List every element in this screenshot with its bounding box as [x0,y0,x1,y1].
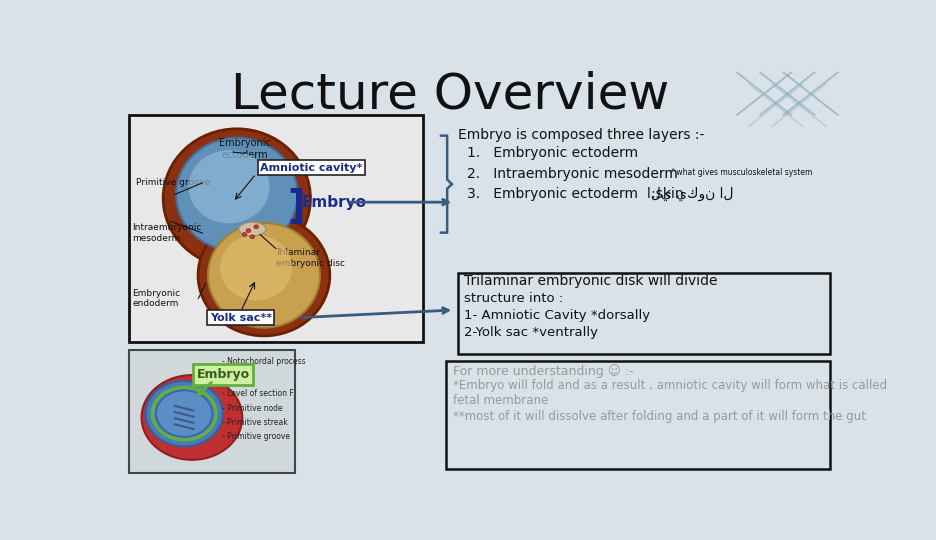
Text: For more understanding ☺ :-: For more understanding ☺ :- [453,364,633,378]
Text: - Notochordal process: - Notochordal process [222,356,305,366]
Ellipse shape [176,138,298,251]
Bar [458,273,830,354]
Text: Embryo: Embryo [301,194,366,210]
Text: Trilaminar
embryonic disc: Trilaminar embryonic disc [275,248,344,268]
Text: fetal membrane: fetal membrane [453,394,548,407]
Text: **most of it will dissolve after folding and a part of it will form the gut: **most of it will dissolve after folding… [453,410,866,423]
Text: 1- Amniotic Cavity *dorsally: 1- Amniotic Cavity *dorsally [464,309,651,322]
Text: ^what gives musculoskeletal system: ^what gives musculoskeletal system [670,168,812,177]
Text: - Primitive streak: - Primitive streak [222,418,287,427]
Text: Embryonic
ectoderm: Embryonic ectoderm [219,138,271,159]
Bar [128,350,295,473]
Text: - Primitive node: - Primitive node [222,404,283,413]
Ellipse shape [163,129,311,268]
Ellipse shape [141,375,242,460]
Text: 3.   Embryonic ectoderm   :skin: 3. Embryonic ectoderm :skin [467,187,688,201]
Text: 2-Yolk sac *ventrally: 2-Yolk sac *ventrally [464,326,598,339]
Text: Intraembryonic
mesoderm: Intraembryonic mesoderm [133,223,202,242]
Text: Amniotic cavity*: Amniotic cavity* [260,163,362,172]
Ellipse shape [145,381,223,447]
Ellipse shape [239,222,266,236]
Text: Trilaminar embryonic disk will divide: Trilaminar embryonic disk will divide [464,274,718,288]
Ellipse shape [220,235,292,300]
Ellipse shape [242,233,247,237]
Text: Lecture Overview: Lecture Overview [231,70,669,118]
Text: *Embryo will fold and as a result , amniotic cavity will form what is called: *Embryo will fold and as a result , amni… [453,379,886,392]
Text: الي يكون ال: الي يكون ال [647,187,734,201]
Text: Embryonic
endoderm: Embryonic endoderm [133,289,181,308]
Text: Primitive groove: Primitive groove [137,178,211,187]
Text: Embryo: Embryo [197,368,250,381]
Bar [446,361,830,469]
Text: structure into :: structure into : [464,292,563,305]
Text: Yolk sac**: Yolk sac** [210,313,271,323]
Ellipse shape [208,223,320,328]
Ellipse shape [246,229,251,233]
Text: - Level of section F: - Level of section F [222,389,293,398]
Ellipse shape [254,225,258,229]
Text: 2.   Intraembryonic mesoderm: 2. Intraembryonic mesoderm [467,167,682,181]
Ellipse shape [156,390,212,437]
Ellipse shape [250,235,255,239]
Ellipse shape [188,150,270,224]
Ellipse shape [198,215,329,336]
Text: 1.   Embryonic ectoderm: 1. Embryonic ectoderm [467,146,638,160]
Text: ]: ] [287,187,305,225]
Bar [128,115,423,342]
Text: - Primitive groove: - Primitive groove [222,432,289,441]
Text: Embryo is composed three layers :-: Embryo is composed three layers :- [458,128,705,141]
